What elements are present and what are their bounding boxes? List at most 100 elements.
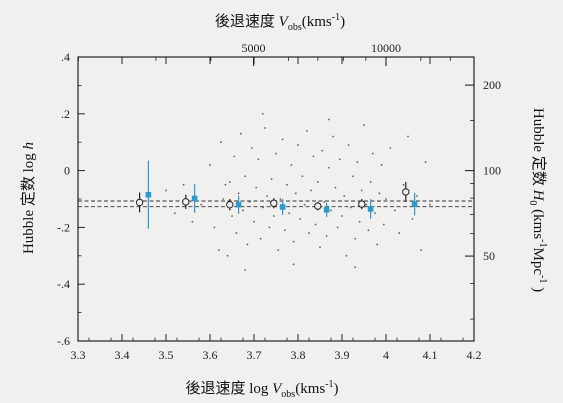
- data-point: [292, 263, 295, 266]
- data-point: [288, 212, 291, 215]
- data-point: [250, 146, 253, 149]
- data-point: [352, 175, 354, 178]
- data-point: [233, 155, 236, 158]
- data-point: [385, 198, 387, 200]
- data-point: [354, 237, 357, 240]
- y-tick-label: -.4: [57, 277, 70, 291]
- data-point: [429, 203, 431, 206]
- data-point: [264, 127, 266, 129]
- data-point: [257, 158, 260, 161]
- x-tick-label: 4.1: [423, 348, 438, 362]
- data-point: [228, 181, 231, 183]
- data-point: [255, 186, 258, 189]
- y-tick-label: -.6: [57, 334, 70, 348]
- data-point: [319, 246, 321, 249]
- data-point: [244, 175, 247, 178]
- data-point: [308, 232, 310, 234]
- data-point: [378, 192, 381, 195]
- data-point: [294, 192, 297, 195]
- data-point: [424, 161, 427, 163]
- top-axis-title: 後退速度 Vobs(kms-1): [215, 12, 345, 33]
- y-tick-label: 0: [64, 164, 70, 178]
- data-point: [380, 164, 383, 166]
- data-point: [165, 189, 167, 192]
- data-point: [343, 195, 346, 198]
- data-point: [182, 183, 185, 186]
- data-point: [283, 229, 286, 232]
- data-point: [270, 178, 273, 181]
- data-point: [321, 149, 324, 152]
- data-point: [275, 152, 277, 155]
- data-point: [407, 135, 409, 138]
- x-tick-label: 3.6: [203, 348, 218, 362]
- data-point: [239, 132, 242, 135]
- x-tick-label: 4: [383, 348, 389, 362]
- data-point: [226, 254, 229, 257]
- data-point: [365, 203, 368, 206]
- x-tick-label: 4.2: [467, 348, 482, 362]
- data-point: [363, 124, 365, 127]
- data-point: [330, 209, 332, 212]
- data-point: [286, 183, 288, 186]
- data-point: [374, 212, 376, 215]
- data-point: [270, 199, 278, 207]
- data-point: [411, 201, 418, 207]
- x-tick-label: 3.7: [247, 348, 262, 362]
- data-point: [226, 200, 234, 209]
- data-point: [279, 198, 282, 200]
- data-point: [389, 146, 392, 149]
- data-point: [246, 243, 249, 246]
- data-point: [231, 215, 233, 217]
- data-point: [222, 198, 225, 200]
- data-point: [191, 195, 198, 202]
- data-point: [376, 243, 379, 246]
- data-point: [411, 217, 414, 220]
- data-point: [261, 112, 264, 115]
- data-point: [332, 135, 335, 138]
- data-point: [235, 201, 242, 208]
- data-point: [268, 226, 271, 229]
- data-point: [325, 235, 328, 237]
- data-point: [358, 200, 366, 208]
- data-point: [191, 220, 194, 223]
- data-point: [272, 215, 275, 217]
- data-point: [327, 166, 330, 169]
- data-point: [290, 164, 293, 166]
- data-point: [299, 217, 302, 220]
- data-point: [217, 249, 220, 252]
- data-point: [279, 204, 286, 210]
- right-tick-label: 200: [483, 78, 501, 92]
- data-point: [224, 183, 227, 186]
- data-point: [135, 198, 144, 207]
- data-point: [341, 215, 343, 217]
- right-axis-title: Hubble 定数 H0 (kms-1Mpc-1 ): [527, 108, 548, 292]
- x-tick-label: 3.3: [71, 348, 86, 362]
- data-point: [244, 269, 247, 271]
- data-point: [347, 144, 350, 146]
- data-point: [314, 202, 322, 210]
- data-point: [310, 189, 313, 192]
- data-point: [237, 192, 240, 195]
- data-point: [259, 237, 262, 240]
- data-point: [173, 212, 176, 215]
- binned-markers: [135, 160, 418, 229]
- data-point: [281, 138, 284, 141]
- data-point: [415, 195, 418, 198]
- data-point: [420, 249, 423, 252]
- data-point: [367, 229, 370, 232]
- data-point: [367, 206, 374, 212]
- data-point: [334, 186, 337, 189]
- data-point: [338, 158, 341, 161]
- data-point: [266, 195, 269, 198]
- data-point: [402, 183, 405, 186]
- data-point: [301, 175, 304, 178]
- data-point: [292, 240, 295, 243]
- data-point: [371, 152, 374, 155]
- data-point: [209, 164, 211, 166]
- data-point: [393, 209, 396, 212]
- data-point: [200, 203, 203, 206]
- data-point: [354, 266, 357, 269]
- top-tick-label: 10000: [371, 41, 401, 55]
- data-point: [323, 206, 330, 213]
